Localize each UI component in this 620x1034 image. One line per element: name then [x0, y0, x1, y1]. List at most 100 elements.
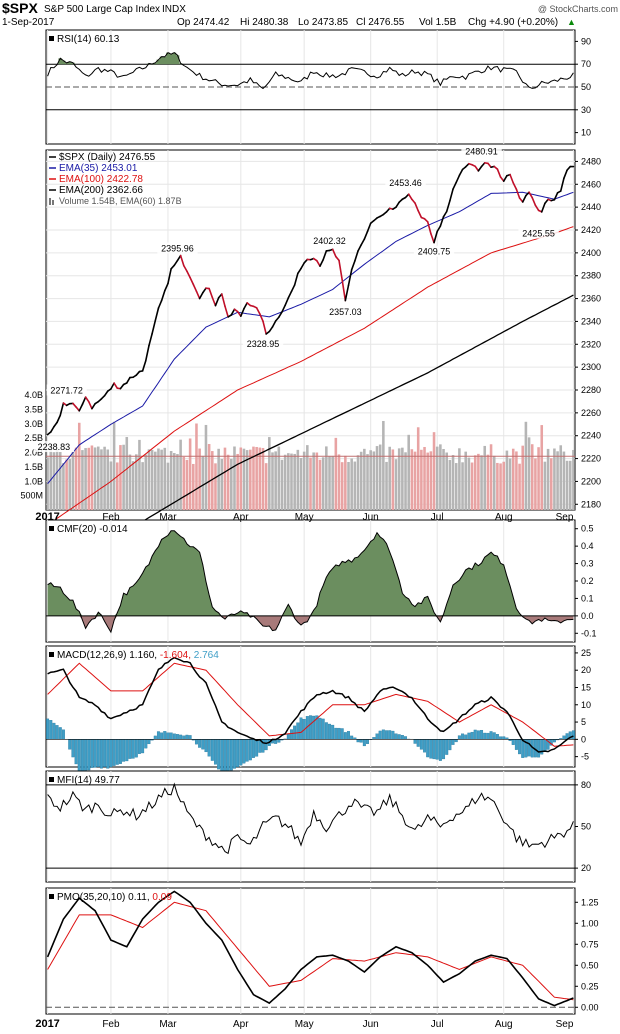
price-segment: [144, 344, 150, 362]
volume-bar: [185, 459, 189, 510]
price-panel-frame: [45, 149, 576, 511]
volume-bar: [442, 449, 445, 510]
macd-histogram-bar: [521, 739, 525, 758]
y-tick-label: 2400: [581, 248, 601, 258]
price-annotation: 2409.75: [418, 247, 451, 257]
price-segment: [110, 382, 115, 390]
price-segment: [201, 287, 207, 294]
legend-part: 2.764: [191, 650, 219, 661]
macd-histogram-bar: [144, 739, 148, 749]
macd-histogram-bar: [397, 734, 401, 740]
price-segment: [509, 173, 515, 184]
volume-bar: [141, 462, 144, 510]
price-segment: [430, 232, 435, 244]
y-tick-label: 80: [581, 780, 591, 790]
macd-histogram-bar: [413, 739, 417, 744]
volume-bar: [58, 451, 62, 510]
macd-histogram-bar: [106, 739, 110, 769]
macd-histogram-bar: [166, 732, 170, 740]
volume-bar: [179, 439, 182, 510]
price-segment: [281, 304, 286, 313]
x-axis-label: Sep: [556, 1019, 574, 1030]
index-name: S&P 500 Large Cap Index INDX: [44, 4, 186, 15]
volume-bar: [211, 451, 214, 510]
macd-histogram-bar: [290, 729, 293, 740]
volume-bar: [150, 449, 154, 510]
y-tick-label: 2420: [581, 225, 601, 235]
rsi-overbought-fill: [58, 52, 183, 65]
volume-bar: [207, 444, 211, 510]
volume-bar: [416, 427, 420, 510]
price-segment: [186, 270, 191, 279]
volume-bar: [439, 444, 442, 510]
x-axis-bottom: 2017 Feb Mar Apr May Jun Jul Aug Sep: [35, 1018, 574, 1030]
quote-date: 1-Sep-2017: [2, 17, 55, 28]
price-segment: [268, 326, 274, 333]
price-annotation: 2357.03: [329, 307, 362, 317]
legend-label: PMO(35,20,10) 0.11, 0.09: [57, 892, 172, 903]
price-segment: [474, 165, 480, 172]
volume-bar: [432, 432, 436, 510]
macd-histogram-bar: [115, 739, 119, 765]
annotation-bg: [325, 305, 366, 317]
price-segment: [436, 225, 442, 233]
volume-bar: [397, 448, 401, 510]
pmo-panel-frame: [45, 887, 576, 1015]
volume-bar: [318, 459, 322, 510]
price-segment: [157, 299, 163, 309]
volume-bar: [429, 451, 433, 510]
y-tick-label: 5: [581, 717, 586, 727]
volume-bar: [299, 458, 303, 510]
volume-bar: [388, 446, 391, 510]
price-segment: [255, 307, 261, 315]
y-tick-label: 0.2: [581, 576, 594, 586]
macd-histogram-bar: [518, 739, 522, 755]
volume-bar: [378, 444, 382, 510]
volume-bar: [125, 437, 129, 510]
volume-bar: [293, 453, 296, 510]
macd-histogram-bar: [388, 730, 392, 740]
macd-histogram-bar: [299, 717, 303, 740]
price-segment: [316, 259, 321, 267]
volume-bar: [420, 449, 423, 510]
quote-close: Cl 2476.55: [356, 17, 405, 28]
annotation-bg: [157, 242, 198, 254]
macd-histogram-bar: [429, 739, 433, 759]
volume-bar: [448, 460, 452, 510]
legend-swatch: [49, 526, 54, 531]
volume-bar: [410, 449, 414, 510]
price-segment: [407, 193, 413, 201]
annotation-bg: [309, 235, 350, 247]
price-segment: [360, 238, 366, 246]
macd-histogram-bar: [391, 730, 395, 740]
volume-bar: [134, 454, 138, 510]
volume-tick-label: 3.0B: [24, 419, 43, 429]
price-segment: [287, 290, 293, 299]
macd-histogram-bar: [169, 732, 173, 740]
price-segment: [259, 313, 264, 322]
volume-bar: [157, 448, 160, 510]
volume-bar: [556, 451, 559, 510]
y-tick-label: 2340: [581, 316, 601, 326]
volume-bar: [521, 445, 525, 510]
macd-histogram-bar: [286, 733, 290, 740]
macd-histogram-bar: [350, 735, 354, 740]
macd-histogram-bar: [312, 715, 316, 740]
macd-histogram-bar: [96, 739, 100, 768]
volume-bar: [499, 463, 502, 510]
volume-bar: [230, 458, 233, 510]
price-segment: [544, 198, 549, 205]
price-segment: [528, 191, 534, 199]
macd-histogram-bar: [385, 730, 389, 740]
macd-histogram-bar: [435, 739, 439, 760]
macd-histogram-bar: [454, 739, 458, 743]
price-segment: [366, 222, 372, 233]
macd-histogram-bar: [74, 739, 78, 765]
legend-label: Volume 1.54B, EMA(60) 1.87B: [59, 196, 182, 206]
x-axis-label: 2017: [35, 511, 59, 523]
macd-histogram-bar: [264, 739, 268, 751]
volume-bar: [565, 460, 569, 510]
volume-bar: [160, 449, 163, 510]
price-segment: [335, 255, 340, 262]
price-segment: [559, 177, 565, 192]
